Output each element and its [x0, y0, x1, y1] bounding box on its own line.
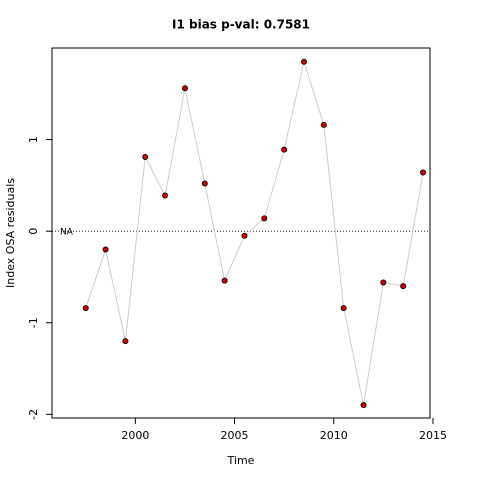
point	[181, 85, 188, 92]
residual-line	[85, 59, 424, 406]
x-tick-label: 2000	[121, 429, 149, 442]
x-tick-label: 2010	[320, 429, 348, 442]
point	[320, 121, 327, 128]
x-tick-label: 2015	[419, 429, 447, 442]
reference-label: NA	[60, 228, 74, 238]
point	[241, 232, 248, 239]
point	[380, 279, 387, 286]
point	[261, 215, 268, 222]
y-axis-label: Index OSA residuals	[4, 178, 17, 288]
x-axis-label: Time	[227, 454, 255, 467]
point	[281, 146, 288, 153]
point	[360, 402, 367, 409]
point	[201, 180, 208, 187]
y-tick-label: -2	[27, 409, 40, 420]
point	[162, 192, 169, 199]
y-tick-label: -1	[27, 317, 40, 328]
point	[142, 153, 149, 160]
point	[340, 305, 347, 312]
y-tick-label: 1	[27, 136, 40, 143]
point	[82, 305, 89, 312]
point	[420, 169, 427, 176]
point	[221, 277, 228, 284]
plot-frame	[51, 47, 431, 419]
point	[400, 283, 407, 290]
y-tick-label: 0	[27, 228, 40, 235]
x-tick-label: 2005	[221, 429, 249, 442]
point	[102, 246, 109, 253]
chart-title: I1 bias p-val: 0.7581	[172, 18, 310, 32]
point	[122, 338, 129, 345]
point	[300, 58, 307, 65]
